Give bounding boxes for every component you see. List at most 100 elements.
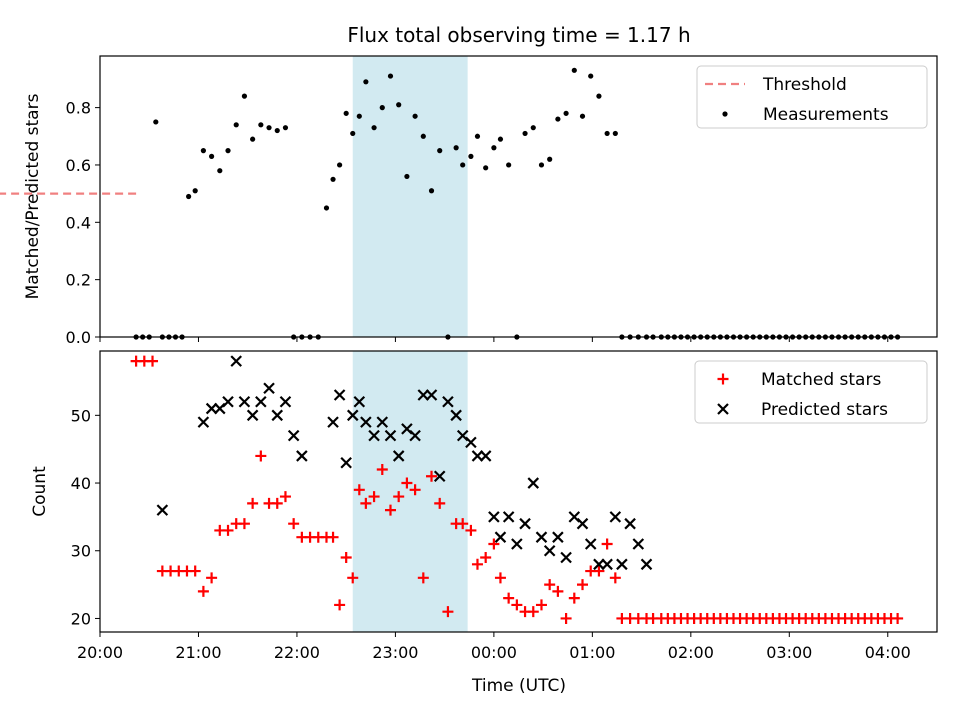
measurement-point: [233, 122, 239, 128]
measurement-point: [225, 148, 231, 154]
predicted-star-point: [543, 544, 556, 557]
matched-star-point: [340, 552, 352, 564]
predicted-star-point: [368, 429, 380, 442]
predicted-star-point: [502, 511, 515, 523]
measurement-point: [274, 127, 280, 134]
predicted-star-point: [442, 396, 454, 408]
predicted-star-point: [340, 456, 352, 469]
measurement-point: [241, 93, 248, 99]
predicted-star-point: [376, 416, 389, 428]
x-tick-label: 01:00: [569, 643, 615, 662]
matched-star-point: [457, 518, 469, 530]
y-tick-label: 30: [71, 542, 91, 561]
matched-star-point: [271, 497, 283, 509]
matched-star-point: [465, 524, 477, 536]
legend: Matched stars Predicted stars: [694, 360, 928, 424]
count-panel: 20 30 40 50 20:00 21:00 22:00 23:00 00:00 01:00 02…: [30, 350, 938, 662]
measurement-point: [588, 73, 594, 79]
predicted-star-point: [238, 396, 251, 408]
y-tick-label: 0.8: [66, 99, 91, 118]
predicted-star-point: [479, 450, 492, 462]
matched-star-point: [197, 585, 209, 597]
predicted-star-point: [527, 477, 540, 489]
predicted-star-point: [519, 517, 531, 530]
matched-star-point: [206, 572, 218, 584]
legend-key-predicted: [717, 403, 729, 415]
x-tick-label: 23:00: [372, 643, 418, 662]
matched-star-point: [892, 612, 904, 624]
matched-star-point: [560, 612, 572, 624]
predicted-star-point: [346, 409, 359, 422]
matched-star-point: [222, 524, 234, 536]
measurement-point: [437, 148, 443, 154]
measurement-point: [428, 188, 435, 194]
measurement-point: [396, 102, 402, 108]
measurement-point: [497, 136, 504, 142]
matched-star-point: [426, 470, 438, 482]
legend-label: Predicted stars: [761, 400, 888, 420]
matched-star-point: [568, 592, 580, 604]
measurement-point: [579, 113, 586, 119]
matched-star-point: [360, 497, 372, 509]
axes-frame: [99, 350, 938, 633]
measurement-point: [186, 193, 192, 200]
measurement-point: [209, 153, 215, 159]
matched-star-point: [288, 518, 300, 530]
legend-label: Measurements: [763, 105, 889, 125]
predicted-star-point: [488, 511, 500, 523]
y-axis-label: Matched/Predicted stars: [23, 93, 43, 299]
legend: Threshold Measurements: [696, 65, 928, 129]
legend-label: Threshold: [762, 75, 847, 95]
predicted-star-point: [576, 517, 589, 530]
matched-star-point: [347, 572, 359, 584]
measurement-point: [250, 136, 256, 142]
predicted-star-point: [296, 450, 308, 462]
predicted-star-point: [552, 531, 564, 543]
measurement-point: [330, 176, 336, 182]
ratio-panel: 0.0 0.2 0.4 0.6 0.8 Matched/Predicted stars Th…: [0, 55, 938, 347]
predicted-star-point: [640, 558, 653, 571]
matched-star-point: [593, 565, 605, 577]
x-tick-label: 04:00: [865, 643, 911, 662]
measurement-point: [506, 162, 512, 168]
predicted-star-point: [584, 538, 597, 550]
measurement-point: [538, 162, 545, 168]
predicted-star-point: [271, 409, 284, 422]
legend-key-matched: [717, 373, 729, 385]
measurement-point: [323, 205, 330, 211]
y-tick-label: 40: [71, 474, 91, 493]
matched-star-point: [471, 558, 483, 570]
matched-star-point: [376, 463, 388, 475]
measurement-point: [192, 188, 198, 194]
series-predicted-stars: [156, 355, 653, 571]
predicted-star-point: [230, 355, 242, 367]
legend-box: [694, 360, 928, 424]
legend-box: [696, 65, 928, 129]
matched-star-point: [334, 599, 346, 611]
matched-star-point: [409, 484, 421, 496]
y-tick-label: 0.2: [66, 271, 91, 290]
predicted-star-point: [287, 429, 300, 442]
predicted-star-point: [246, 409, 259, 422]
matched-star-point: [279, 491, 291, 503]
predicted-star-point: [222, 396, 234, 408]
predicted-star-point: [609, 511, 622, 523]
predicted-star-point: [465, 436, 477, 449]
y-tick-label: 50: [71, 406, 91, 425]
predicted-star-point: [601, 558, 613, 571]
measurement-point: [571, 67, 577, 73]
matched-star-point: [480, 552, 492, 564]
measurement-point: [343, 110, 349, 116]
measurement-point: [596, 93, 602, 99]
matched-star-point: [609, 572, 621, 584]
matched-star-point: [368, 491, 380, 503]
matched-star-point: [384, 504, 396, 516]
x-tick-label: 22:00: [274, 643, 320, 662]
predicted-star-point: [616, 558, 628, 571]
series-matched-stars: [130, 355, 904, 624]
measurement-point: [153, 119, 159, 125]
measurement-point: [555, 116, 561, 122]
matched-star-point: [247, 497, 259, 509]
measurement-point: [282, 125, 289, 131]
matched-star-point: [511, 599, 523, 611]
